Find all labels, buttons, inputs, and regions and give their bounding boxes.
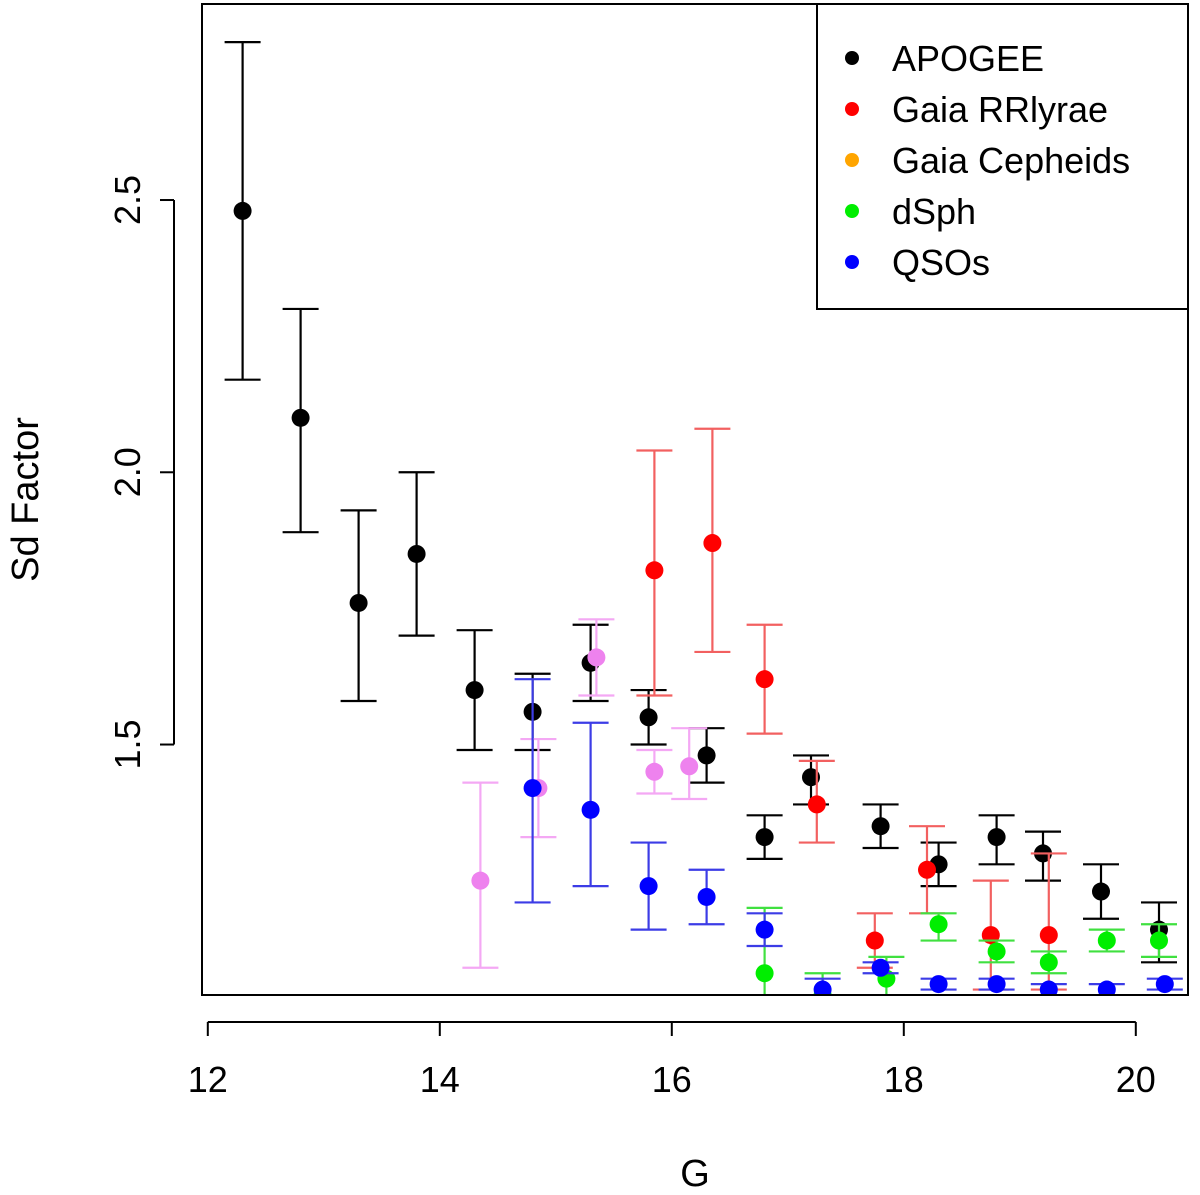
y-tick-label: 2.5 xyxy=(107,175,148,225)
x-axis: 12 14 16 18 20 xyxy=(188,1021,1156,1100)
data-point xyxy=(1039,980,1058,995)
x-axis-label: G xyxy=(680,1153,710,1195)
data-point xyxy=(680,757,699,776)
legend-label: Gaia RRlyrae xyxy=(892,89,1108,130)
legend-marker xyxy=(845,102,859,116)
data-point xyxy=(465,681,484,700)
legend-marker xyxy=(845,204,859,218)
legend-entry: dSph xyxy=(845,191,976,232)
data-point xyxy=(871,817,890,836)
data-point xyxy=(349,593,368,612)
legend-label: QSOs xyxy=(892,242,990,283)
x-tick-label: 14 xyxy=(420,1059,460,1100)
legend: APOGEE Gaia RRlyrae Gaia Cepheids dSph QSOs xyxy=(816,3,1189,310)
data-point xyxy=(918,860,936,879)
data-point xyxy=(1155,975,1174,994)
x-tick-label: 12 xyxy=(188,1059,228,1100)
legend-label: Gaia Cepheids xyxy=(892,140,1130,181)
y-tick-label: 2.0 xyxy=(107,447,148,497)
data-point xyxy=(929,915,948,934)
data-point xyxy=(987,828,1006,847)
data-point xyxy=(1097,931,1116,950)
data-point xyxy=(802,768,820,787)
data-point xyxy=(755,670,774,689)
data-point xyxy=(697,887,716,906)
legend-entry: Gaia Cepheids xyxy=(845,140,1130,181)
data-point xyxy=(987,942,1006,961)
series-layer xyxy=(224,41,1183,995)
data-point xyxy=(1039,953,1058,972)
data-point xyxy=(233,201,252,220)
legend-marker xyxy=(845,153,859,167)
data-point xyxy=(645,561,664,580)
data-point xyxy=(813,980,832,995)
x-tick-label: 18 xyxy=(884,1059,924,1100)
data-point xyxy=(291,408,310,427)
y-tick-label: 1.5 xyxy=(107,720,148,770)
data-point xyxy=(581,800,600,819)
data-point xyxy=(471,871,490,890)
x-tick-label: 20 xyxy=(1116,1059,1156,1100)
y-axis-label: Sd Factor xyxy=(5,417,47,582)
data-point xyxy=(639,877,658,896)
legend-marker xyxy=(845,51,859,65)
data-point xyxy=(523,779,542,798)
legend-marker xyxy=(845,255,859,269)
plot-frame xyxy=(201,3,1189,996)
data-point xyxy=(703,534,722,553)
data-point xyxy=(1097,980,1116,995)
data-point xyxy=(587,648,606,667)
data-point xyxy=(755,964,774,983)
data-point xyxy=(639,708,658,727)
legend-box xyxy=(816,3,1189,310)
data-point xyxy=(755,920,774,939)
data-point xyxy=(987,975,1006,994)
x-tick-label: 16 xyxy=(652,1059,692,1100)
data-point xyxy=(807,795,826,814)
data-point xyxy=(1092,882,1110,901)
data-point xyxy=(697,746,716,765)
data-point xyxy=(407,544,426,563)
data-point xyxy=(755,828,774,847)
series-qsos xyxy=(514,678,1183,995)
data-point xyxy=(871,958,890,977)
legend-entry: Gaia RRlyrae xyxy=(845,89,1108,130)
data-point xyxy=(1150,931,1168,950)
legend-entry: APOGEE xyxy=(845,38,1044,79)
data-point xyxy=(1039,926,1058,945)
legend-label: dSph xyxy=(892,191,976,232)
legend-entry: QSOs xyxy=(845,242,990,283)
data-point xyxy=(929,975,948,994)
legend-label: APOGEE xyxy=(892,38,1044,79)
data-point xyxy=(645,762,664,781)
y-axis: 1.5 2.0 2.5 xyxy=(107,175,175,770)
data-point xyxy=(865,931,884,950)
